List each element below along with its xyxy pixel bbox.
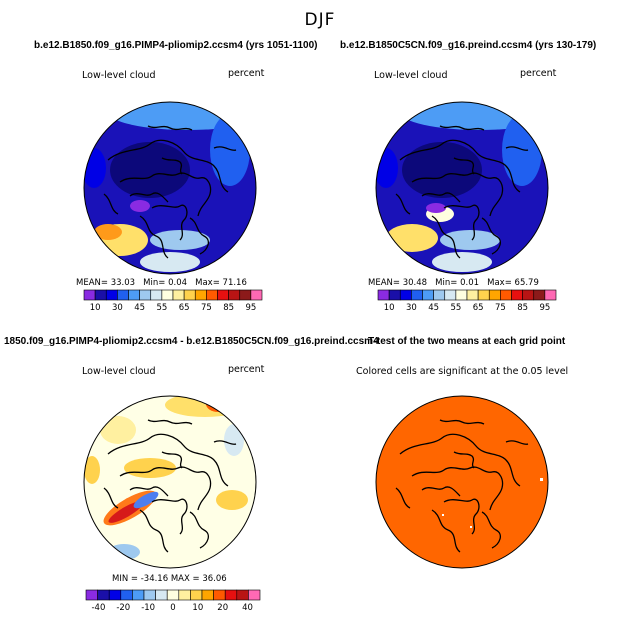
colorbar-swatch <box>83 289 96 301</box>
colorbar-swatch <box>166 589 180 601</box>
colorbar-swatch <box>85 589 98 601</box>
panel-preindustrial-title: b.e12.B1850C5CN.f09_g16.preind.ccsm4 (yr… <box>340 40 597 51</box>
colorbar-tick-label: 65 <box>178 303 190 313</box>
colorbar-swatch <box>150 289 163 301</box>
colorbar-swatch <box>511 289 523 301</box>
colorbar-tick-label: 10 <box>383 303 395 313</box>
colorbar-swatch <box>97 589 110 601</box>
panel-difference-stats: MIN = -34.16 MAX = 36.06 <box>112 574 227 584</box>
colorbar-swatch <box>206 289 218 301</box>
colorbar-swatch <box>522 289 535 301</box>
map-pliocene <box>84 102 256 274</box>
colorbar-tick-label: 45 <box>428 303 440 313</box>
colorbar-tick-label: 45 <box>134 303 146 313</box>
colorbar-swatch <box>143 589 156 601</box>
panel-difference-title: 1850.f09_g16.PIMP4-pliomip2.ccsm4 - b.e1… <box>4 336 379 347</box>
colorbar-swatch <box>94 289 107 301</box>
colorbar-tick-label: 40 <box>242 603 253 613</box>
colorbar-swatch <box>250 289 263 301</box>
colorbar-swatch <box>183 289 196 301</box>
colorbar-swatch <box>194 289 207 301</box>
panel-preindustrial-variable: Low-level cloud <box>374 70 448 81</box>
map-difference <box>84 396 256 568</box>
colorbar-swatch <box>139 289 152 301</box>
colorbar-tick-label: -20 <box>116 603 131 613</box>
colorbar-tick-label: 30 <box>111 303 123 313</box>
colorbar-tick-label: 20 <box>217 603 229 613</box>
colorbar-tick-label: 10 <box>192 603 204 613</box>
map-ttest <box>376 396 548 568</box>
colorbar-swatch <box>477 289 490 301</box>
colorbar-tick-label: 55 <box>450 303 462 313</box>
colorbar-swatch <box>388 289 401 301</box>
panel-preindustrial-stats: MEAN= 30.48 Min= 0.01 Max= 65.79 <box>368 278 539 288</box>
colorbar-abs-pliocene <box>83 289 263 301</box>
colorbar-swatch <box>544 289 557 301</box>
panel-ttest-caption: Colored cells are significant at the 0.0… <box>356 366 569 377</box>
colorbar-swatch <box>377 289 390 301</box>
colorbar-tick-label: 10 <box>89 303 101 313</box>
panel-preindustrial-units: percent <box>520 68 557 79</box>
colorbar-swatch <box>132 589 145 601</box>
colorbar-swatch <box>422 289 434 301</box>
colorbar-swatch <box>213 589 226 601</box>
panel-ttest-title: T-test of the two means at each grid poi… <box>368 336 566 347</box>
colorbar-tick-label: -40 <box>91 603 106 613</box>
colorbar-swatch <box>105 289 118 301</box>
colorbar-tick-label: 75 <box>494 303 506 313</box>
colorbar-swatch <box>466 289 479 301</box>
colorbar-swatch <box>178 589 191 601</box>
panel-pliocene-title: b.e12.B1850.f09_g16.PIMP4-pliomip2.ccsm4… <box>34 40 318 51</box>
panel-pliocene-units: percent <box>228 68 265 79</box>
colorbar-swatch <box>120 589 133 601</box>
colorbar-swatch <box>224 589 238 601</box>
colorbar-swatch <box>108 589 122 601</box>
colorbar-tick-label: 85 <box>223 303 235 313</box>
colorbar-swatch <box>433 289 446 301</box>
panel-difference-variable: Low-level cloud <box>82 366 156 377</box>
map-preindustrial <box>376 102 548 274</box>
colorbar-swatch <box>399 289 412 301</box>
panel-pliocene-stats: MEAN= 33.03 Min= 0.04 Max= 71.16 <box>76 278 247 288</box>
colorbar-swatch <box>455 289 468 301</box>
colorbar-swatch <box>190 589 203 601</box>
colorbar-tick-label: 95 <box>539 303 551 313</box>
colorbar-tick-label: 0 <box>170 603 176 613</box>
colorbar-swatch <box>161 289 174 301</box>
colorbar-swatch <box>201 589 214 601</box>
colorbar-swatch <box>228 289 241 301</box>
colorbar-abs-preindustrial <box>377 289 557 301</box>
colorbar-swatch <box>128 289 140 301</box>
colorbar-swatch <box>172 289 185 301</box>
panel-pliocene-variable: Low-level cloud <box>82 70 156 81</box>
colorbar-tick-label: -10 <box>141 603 156 613</box>
colorbar-tick-label: 75 <box>200 303 212 313</box>
colorbar-diff <box>85 589 261 601</box>
colorbar-swatch <box>236 589 249 601</box>
colorbar-swatch <box>155 589 168 601</box>
panel-difference-units: percent <box>228 364 265 375</box>
colorbar-swatch <box>533 289 546 301</box>
colorbar-swatch <box>444 289 457 301</box>
colorbar-tick-label: 30 <box>405 303 417 313</box>
colorbar-tick-label: 55 <box>156 303 168 313</box>
colorbar-swatch <box>500 289 512 301</box>
colorbar-tick-label: 95 <box>245 303 257 313</box>
colorbar-swatch <box>488 289 501 301</box>
colorbar-swatch <box>248 589 261 601</box>
colorbar-swatch <box>239 289 252 301</box>
colorbar-tick-label: 65 <box>472 303 484 313</box>
colorbar-swatch <box>411 289 423 301</box>
colorbar-swatch <box>217 289 229 301</box>
figure-title: DJF <box>304 10 336 30</box>
colorbar-swatch <box>117 289 129 301</box>
colorbar-tick-label: 85 <box>517 303 529 313</box>
